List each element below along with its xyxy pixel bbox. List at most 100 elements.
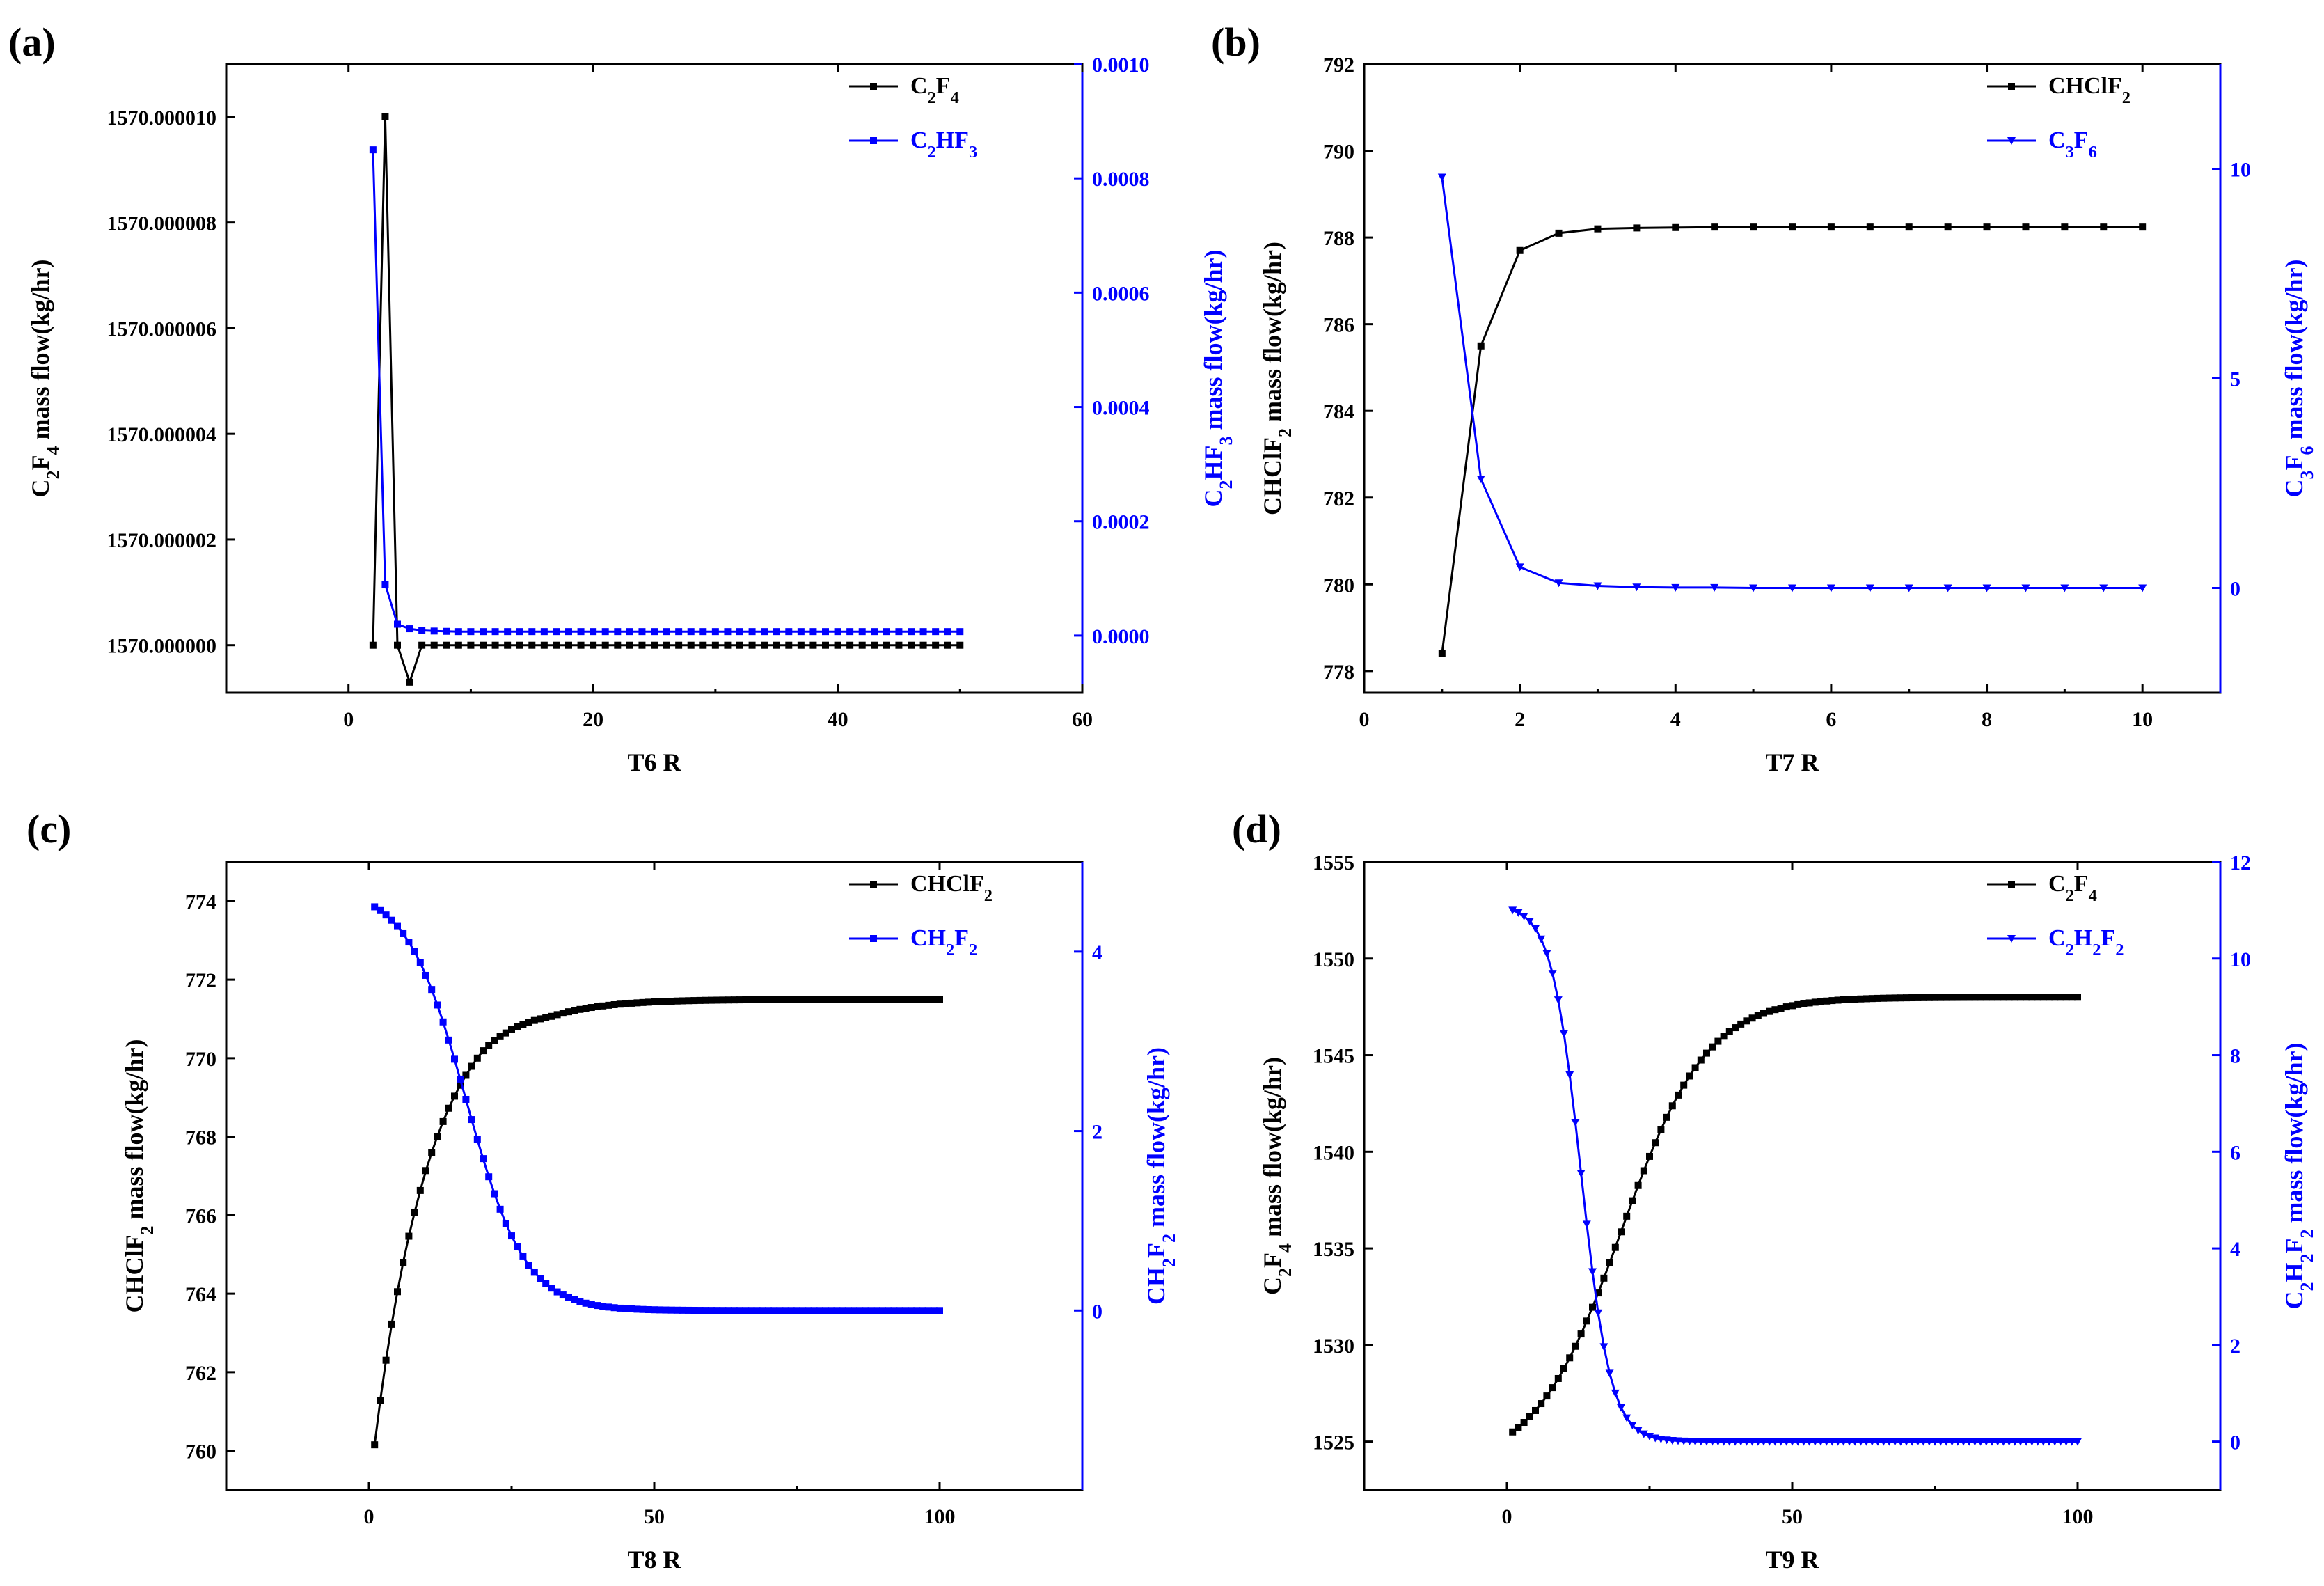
data-point: [736, 996, 743, 1004]
data-point: [582, 1299, 590, 1307]
x-tick-label: 40: [828, 708, 848, 731]
legend-marker: [2007, 137, 2016, 145]
data-point: [439, 1117, 447, 1125]
series-C2F4: [1509, 994, 2081, 1436]
data-point: [797, 641, 805, 649]
data-point: [502, 1029, 509, 1037]
data-point: [638, 628, 646, 636]
data-point: [828, 1307, 835, 1314]
data-point: [559, 1291, 567, 1299]
data-point: [679, 1306, 686, 1314]
data-point: [1851, 996, 1859, 1003]
legend-marker: [2008, 881, 2015, 888]
y-left-tick-label: 1570.000004: [107, 423, 217, 446]
y-right-tick-label: 2: [2230, 1335, 2240, 1358]
data-point: [485, 1173, 493, 1181]
data-point: [1925, 994, 1933, 1001]
data-point: [1789, 223, 1796, 231]
data-point: [530, 1016, 538, 1024]
y-right-tick-label: 0.0010: [1092, 54, 1150, 77]
x-tick-label: 4: [1670, 708, 1681, 731]
data-point: [553, 1288, 561, 1296]
data-point: [748, 996, 755, 1003]
y-right-axis-title: C3F6 mass flow(kg/hr): [2280, 260, 2317, 498]
data-point: [711, 628, 719, 636]
data-point: [1628, 1422, 1637, 1430]
data-point: [742, 996, 750, 1003]
data-point: [690, 1307, 698, 1314]
data-point: [1817, 1438, 1825, 1446]
data-point: [1632, 583, 1641, 592]
legend-label: C2F4: [2048, 871, 2097, 905]
data-point: [616, 1304, 624, 1312]
data-point: [908, 996, 915, 1003]
data-point: [381, 581, 389, 588]
y-left-tick-label: 1570.000000: [107, 635, 217, 658]
y-left-axis-title-part: 4: [1275, 1243, 1295, 1253]
legend-label: C2F4: [910, 73, 959, 107]
data-point: [2062, 994, 2070, 1001]
data-point: [394, 641, 401, 649]
data-point: [528, 641, 536, 649]
data-point: [454, 628, 462, 636]
x-tick-label: 50: [644, 1505, 665, 1528]
data-point: [382, 1356, 390, 1364]
data-point: [1948, 994, 1956, 1001]
data-point: [1931, 994, 1938, 1001]
data-point: [411, 948, 418, 955]
data-point: [858, 628, 866, 636]
y-left-axis-title-part: mass flow(kg/hr): [120, 1039, 148, 1226]
data-point: [901, 996, 909, 1003]
x-axis-title: T7 R: [1765, 748, 1819, 776]
data-point: [685, 1306, 693, 1314]
y-left-tick-label: 786: [1323, 314, 1354, 337]
data-point: [1605, 1369, 1614, 1378]
data-point: [1983, 223, 1991, 231]
legend-label-part: 6: [2089, 143, 2097, 162]
data-point: [667, 1306, 675, 1314]
y-left-tick-label: 780: [1323, 574, 1354, 597]
data-point: [1566, 1354, 1574, 1362]
data-point: [537, 1275, 544, 1282]
data-point: [1760, 1438, 1768, 1446]
data-point: [724, 628, 732, 636]
data-point: [571, 1296, 578, 1303]
data-point: [1977, 994, 1984, 1001]
data-point: [582, 1005, 590, 1012]
data-point: [748, 641, 756, 649]
data-point: [434, 1133, 441, 1140]
legend-marker: [870, 881, 877, 888]
data-point: [834, 641, 841, 649]
y-right-axis-title-part: mass flow(kg/hr): [1199, 250, 1227, 437]
data-point: [1810, 1438, 1819, 1446]
series-C2HF3: [369, 146, 964, 636]
data-point: [1904, 584, 1913, 592]
data-point: [856, 996, 864, 1003]
data-point: [702, 1307, 709, 1314]
data-point: [662, 998, 670, 1005]
data-point: [759, 1307, 766, 1314]
y-left-axis-title-part: mass flow(kg/hr): [1258, 1057, 1286, 1243]
data-point: [810, 996, 818, 1003]
y-right-tick-label: 0: [2230, 1431, 2240, 1454]
data-point: [1554, 996, 1563, 1005]
data-point: [673, 1306, 681, 1314]
data-point: [730, 1307, 738, 1314]
data-point: [405, 1232, 413, 1240]
data-point: [1703, 1049, 1710, 1057]
y-left-tick-label: 792: [1323, 54, 1354, 77]
data-point: [418, 641, 426, 649]
data-point: [508, 1232, 515, 1240]
data-point: [614, 641, 622, 649]
legend-label: CH2F2: [910, 925, 977, 959]
data-point: [1754, 1012, 1762, 1019]
data-point: [439, 1018, 447, 1026]
data-point: [1668, 1436, 1677, 1445]
data-point: [1750, 223, 1757, 231]
data-point: [639, 1305, 647, 1313]
data-point: [406, 625, 413, 633]
data-point: [862, 996, 869, 1003]
data-point: [742, 1307, 750, 1314]
data-point: [434, 1001, 441, 1009]
data-point: [895, 628, 903, 636]
